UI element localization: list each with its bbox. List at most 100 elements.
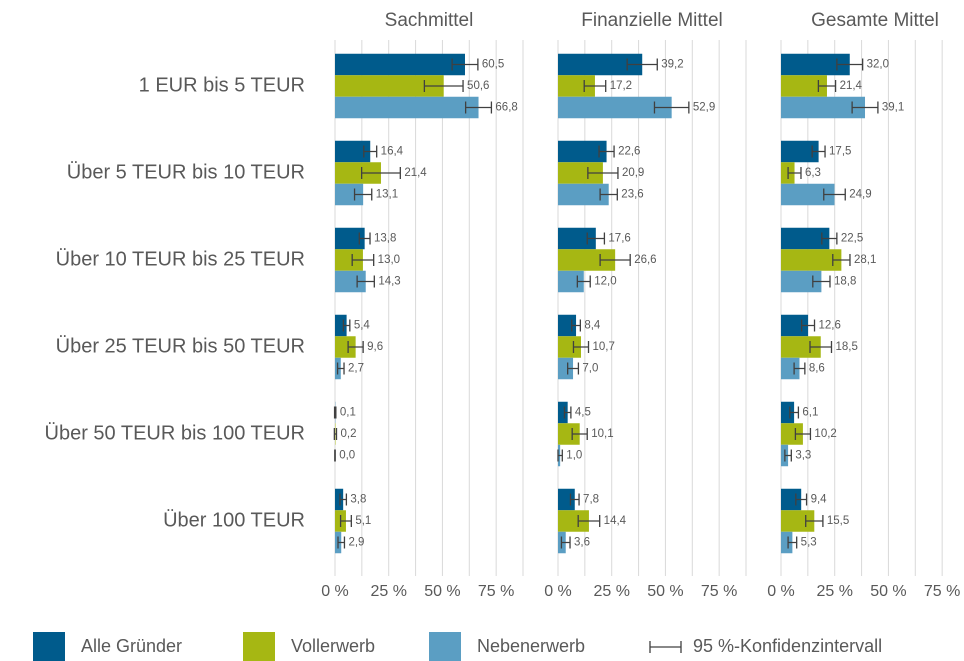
value-label: 22,5 bbox=[841, 233, 863, 245]
value-label: 28,1 bbox=[854, 254, 876, 266]
bar bbox=[781, 336, 821, 358]
error-bar bbox=[800, 319, 816, 332]
error-bar bbox=[557, 449, 563, 462]
error-bar bbox=[577, 515, 601, 527]
legend-label: Alle Gründer bbox=[81, 636, 182, 656]
value-label: 13,0 bbox=[378, 254, 400, 266]
legend-swatch bbox=[33, 632, 65, 661]
value-label: 5,4 bbox=[354, 320, 371, 332]
panel-title: Finanzielle Mittel bbox=[581, 10, 723, 31]
legend-swatch bbox=[243, 632, 275, 661]
value-label: 14,4 bbox=[604, 515, 627, 527]
panel-title: Gesamte Mittel bbox=[811, 10, 939, 31]
bar bbox=[781, 249, 842, 271]
value-label: 12,0 bbox=[594, 276, 616, 288]
value-label: 6,1 bbox=[802, 407, 818, 419]
category-label: Über 50 TEUR bis 100 TEUR bbox=[45, 422, 305, 444]
error-bar bbox=[347, 341, 364, 353]
bar bbox=[781, 183, 835, 206]
error-bar bbox=[599, 254, 631, 266]
value-label: 17,6 bbox=[608, 233, 630, 245]
error-bar bbox=[358, 232, 371, 245]
bar bbox=[335, 75, 444, 97]
value-label: 9,4 bbox=[811, 494, 828, 506]
x-tick-label: 0 % bbox=[767, 583, 795, 600]
error-bar bbox=[339, 515, 352, 527]
value-label: 13,1 bbox=[376, 189, 398, 201]
value-label: 2,7 bbox=[348, 363, 364, 375]
error-bar bbox=[821, 232, 838, 245]
error-bar bbox=[626, 58, 658, 71]
bar bbox=[781, 227, 830, 250]
error-bar bbox=[784, 449, 792, 462]
bar bbox=[558, 401, 568, 424]
value-label: 2,9 bbox=[348, 537, 364, 549]
x-tick-label: 75 % bbox=[478, 583, 514, 600]
error-bar bbox=[351, 254, 375, 266]
error-bar bbox=[586, 232, 606, 245]
value-label: 5,1 bbox=[355, 515, 371, 527]
value-label: 52,9 bbox=[693, 102, 715, 114]
legend-error-symbol bbox=[649, 641, 682, 653]
value-label: 12,6 bbox=[819, 320, 841, 332]
value-label: 24,9 bbox=[849, 189, 871, 201]
error-bar bbox=[836, 58, 864, 71]
bar bbox=[335, 227, 365, 250]
value-label: 1,0 bbox=[566, 450, 582, 462]
error-bar bbox=[337, 536, 346, 549]
x-tick-label: 50 % bbox=[870, 583, 906, 600]
bar bbox=[558, 357, 574, 380]
value-label: 66,8 bbox=[495, 102, 517, 114]
bar bbox=[781, 75, 827, 97]
bar bbox=[335, 488, 344, 511]
error-bar bbox=[587, 167, 619, 179]
error-bar bbox=[817, 80, 837, 92]
x-tick-label: 0 % bbox=[544, 583, 572, 600]
value-label: 8,4 bbox=[584, 320, 601, 332]
bar bbox=[781, 140, 819, 163]
value-label: 39,2 bbox=[661, 59, 683, 71]
legend-label: Nebenerwerb bbox=[477, 636, 585, 656]
bar bbox=[781, 270, 822, 293]
bar bbox=[558, 249, 616, 271]
error-bar bbox=[823, 188, 846, 201]
value-label: 3,6 bbox=[574, 537, 590, 549]
bar bbox=[335, 96, 479, 119]
error-bar bbox=[812, 275, 831, 288]
value-label: 21,4 bbox=[840, 80, 863, 92]
x-tick-label: 50 % bbox=[647, 583, 683, 600]
value-label: 6,3 bbox=[805, 167, 821, 179]
bar bbox=[558, 75, 595, 97]
legend-label: 95 %-Konfidenzintervall bbox=[693, 636, 882, 656]
error-bar bbox=[342, 319, 351, 332]
value-label: 17,5 bbox=[829, 146, 851, 158]
error-bar bbox=[789, 406, 800, 419]
error-bar bbox=[333, 428, 338, 440]
error-bar bbox=[653, 101, 690, 114]
error-bar bbox=[583, 80, 607, 92]
error-bar bbox=[464, 101, 493, 114]
value-label: 0,1 bbox=[340, 407, 356, 419]
value-label: 10,2 bbox=[814, 428, 836, 440]
error-bar bbox=[598, 145, 615, 158]
error-bar bbox=[567, 362, 580, 375]
bar bbox=[335, 270, 366, 293]
error-bar bbox=[423, 80, 464, 92]
x-tick-label: 75 % bbox=[701, 583, 737, 600]
bar bbox=[558, 336, 581, 358]
error-bar bbox=[571, 428, 588, 440]
value-label: 17,2 bbox=[610, 80, 632, 92]
value-label: 0,2 bbox=[341, 428, 357, 440]
value-label: 60,5 bbox=[482, 59, 504, 71]
value-label: 13,8 bbox=[374, 233, 396, 245]
error-bar bbox=[599, 188, 618, 201]
error-bar bbox=[333, 406, 337, 419]
bar bbox=[558, 53, 643, 76]
error-bar bbox=[811, 145, 826, 158]
value-label: 0,0 bbox=[339, 450, 355, 462]
value-label: 14,3 bbox=[378, 276, 400, 288]
category-label: Über 25 TEUR bis 50 TEUR bbox=[56, 335, 305, 357]
value-label: 8,6 bbox=[809, 363, 825, 375]
error-bar bbox=[336, 362, 345, 375]
category-label: Über 100 TEUR bbox=[163, 509, 305, 531]
